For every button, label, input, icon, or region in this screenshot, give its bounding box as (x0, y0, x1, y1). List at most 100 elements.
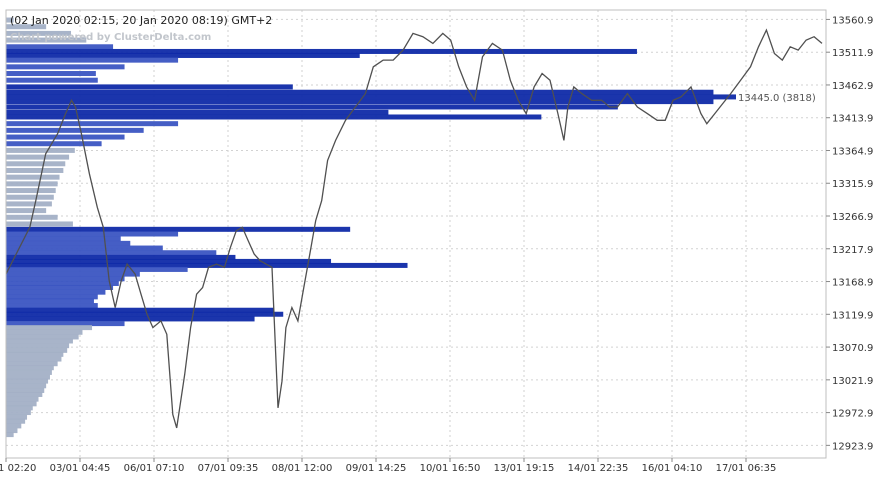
volume-bar (6, 418, 26, 424)
volume-bar (6, 387, 45, 393)
volume-bar (6, 236, 121, 242)
volume-bar (6, 57, 179, 63)
x-tick-label: 08/01 12:00 (272, 463, 333, 474)
volume-bar (6, 64, 125, 70)
volume-bar (6, 294, 98, 300)
y-tick-label: 13168.9 (832, 278, 873, 289)
volume-bar (6, 37, 87, 43)
volume-bar (6, 147, 75, 153)
volume-profile (6, 17, 736, 438)
volume-bar (6, 396, 39, 402)
volume-bar (6, 271, 140, 277)
volume-bar (6, 365, 54, 371)
volume-bar (6, 245, 163, 251)
volume-bar (6, 221, 73, 227)
y-tick-label: 13119.9 (832, 310, 873, 321)
volume-bar (6, 303, 98, 309)
y-tick-label: 13413.9 (832, 114, 873, 125)
volume-bar (6, 378, 49, 384)
x-tick-label: 02/01 02:20 (0, 463, 36, 474)
volume-bar (6, 154, 70, 160)
x-tick-label: 03/01 04:45 (50, 463, 111, 474)
volume-bar (6, 181, 58, 187)
volume-bar (6, 104, 618, 110)
volume-bar (6, 307, 274, 313)
poc-label: 13445.0 (3818) (738, 93, 816, 104)
y-tick-label: 12923.9 (832, 441, 873, 452)
volume-bar (6, 44, 114, 50)
volume-bar (6, 289, 106, 295)
volume-bar (6, 334, 79, 340)
volume-bar (6, 114, 542, 120)
volume-bar (6, 276, 125, 282)
volume-bar (6, 338, 73, 344)
y-tick-label: 13070.9 (832, 343, 873, 354)
y-tick-label: 13511.9 (832, 48, 873, 59)
volume-bar (6, 141, 102, 147)
volume-bar (6, 52, 360, 58)
volume-bar (6, 89, 714, 95)
price-series (5, 28, 823, 429)
x-tick-label: 17/01 06:35 (716, 463, 777, 474)
volume-bar (6, 121, 179, 127)
volume-bar (6, 71, 96, 77)
volume-bar (6, 351, 64, 357)
volume-bar (6, 423, 22, 429)
volume-bar (6, 174, 60, 180)
volume-bar (6, 258, 332, 264)
volume-bar (6, 250, 217, 256)
y-tick-label: 13462.9 (832, 81, 873, 92)
volume-bar (6, 391, 43, 397)
y-tick-label: 13217.9 (832, 245, 873, 256)
x-tick-label: 09/01 14:25 (346, 463, 407, 474)
y-tick-label: 13364.9 (832, 146, 873, 157)
volume-bar (6, 240, 131, 246)
volume-bar (6, 17, 14, 23)
volume-bar (6, 201, 52, 207)
volume-bar (6, 231, 179, 237)
volume-bar (6, 325, 93, 331)
volume-bar (6, 383, 47, 389)
volume-bar (6, 414, 28, 420)
x-tick-label: 14/01 22:35 (568, 463, 629, 474)
volume-bar (6, 311, 284, 317)
volume-bar (6, 316, 255, 322)
y-tick-label: 13266.9 (832, 212, 873, 223)
volume-bar (6, 254, 236, 260)
volume-bar (6, 347, 68, 353)
volume-bar (6, 48, 637, 54)
volume-bar (6, 226, 351, 232)
x-tick-label: 16/01 04:10 (642, 463, 703, 474)
price-line (5, 28, 823, 429)
volume-bar (6, 410, 31, 416)
volume-bar (6, 24, 47, 30)
volume-bar (6, 329, 83, 335)
volume-bar (6, 161, 66, 167)
y-tick-label: 13021.9 (832, 376, 873, 387)
volume-bar (6, 127, 144, 133)
volume-bar (6, 361, 58, 367)
volume-bar (6, 94, 736, 100)
volume-bar (6, 77, 98, 83)
volume-bar (6, 280, 119, 286)
volume-bar (6, 343, 70, 349)
volume-bar (6, 401, 37, 407)
volume-bar (6, 284, 114, 290)
volume-bar (6, 109, 389, 115)
volume-bar (6, 266, 188, 272)
watermark: Chart powered by ClusterDelta.com (10, 32, 212, 43)
volume-bar (6, 167, 64, 173)
plot-frame (5, 9, 827, 459)
volume-bar (6, 84, 293, 90)
y-tick-label: 13560.9 (832, 15, 873, 26)
volume-bar (6, 428, 18, 434)
volume-bar (6, 298, 94, 304)
volume-bar (6, 134, 125, 140)
volume-bar (6, 405, 33, 411)
volume-bar (6, 321, 125, 327)
x-tick-label: 06/01 07:10 (124, 463, 185, 474)
y-tick-label: 13315.9 (832, 179, 873, 190)
volume-bar (6, 432, 14, 438)
